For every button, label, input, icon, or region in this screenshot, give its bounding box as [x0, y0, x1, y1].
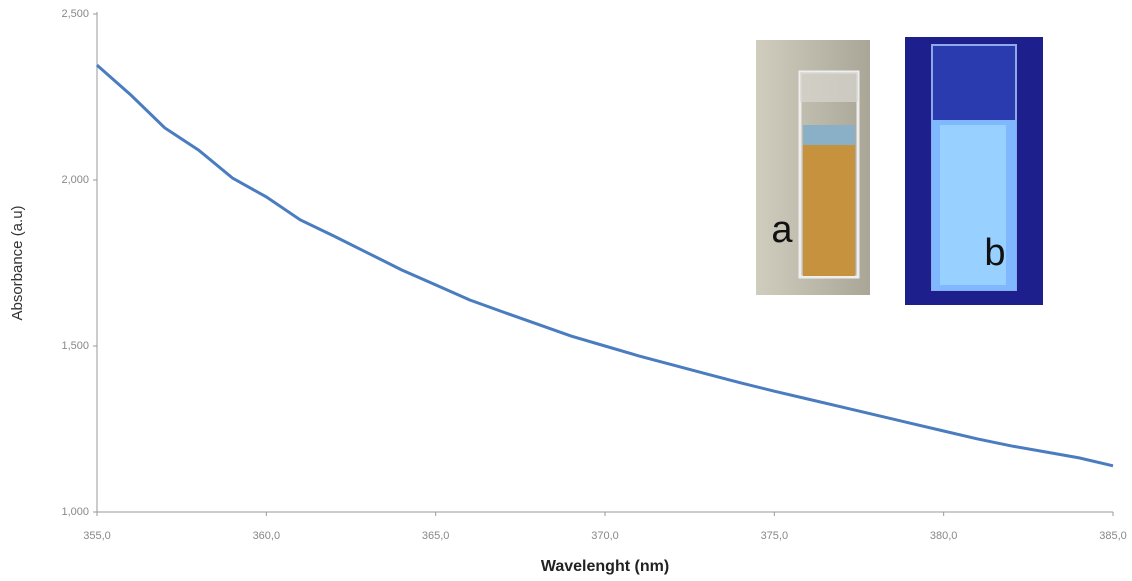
x-tick-label: 385,0 — [1099, 530, 1127, 542]
x-tick-label: 375,0 — [761, 530, 789, 542]
y-axis-title: Absorbance (a.u) — [9, 205, 26, 320]
chart: a b Absorbance (a.u) Wavelenght (nm) 1,0… — [0, 0, 1132, 581]
annotation: a — [771, 209, 793, 251]
y-tick-label: 1,500 — [61, 340, 89, 352]
x-axis-title: Wavelenght (nm) — [541, 558, 669, 575]
x-tick-label: 360,0 — [253, 530, 281, 542]
annotation: b — [984, 232, 1005, 274]
x-tick-label: 380,0 — [930, 530, 958, 542]
y-tick-label: 1,000 — [61, 506, 89, 518]
y-tick-label: 2,000 — [61, 174, 89, 186]
y-tick-label: 2,500 — [61, 8, 89, 20]
x-tick-label: 370,0 — [591, 530, 619, 542]
inset-photo-a — [756, 40, 870, 295]
x-tick-label: 365,0 — [422, 530, 450, 542]
inset-photo-b — [905, 37, 1043, 305]
x-tick-label: 355,0 — [83, 530, 111, 542]
